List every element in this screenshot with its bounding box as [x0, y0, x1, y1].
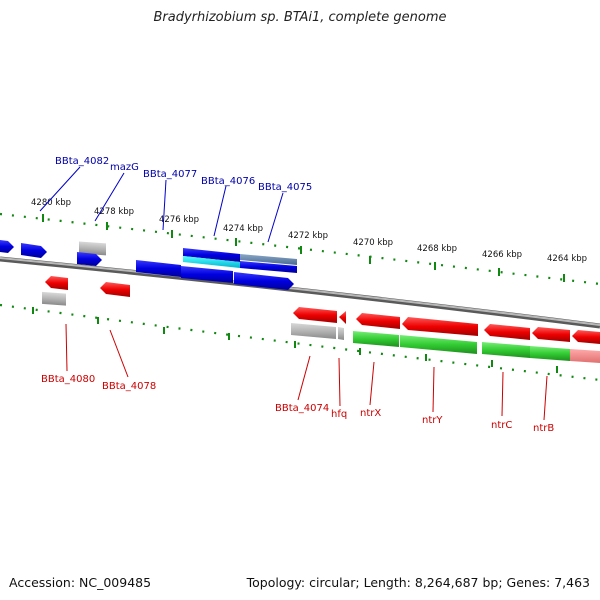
gene-label-BBta_4082[interactable]: BBta_4082 — [55, 156, 109, 167]
kbp-label-4278: 4278 kbp — [94, 207, 134, 217]
minor-ticks-inner — [32, 307, 558, 373]
gene-block-cyan[interactable] — [183, 256, 240, 268]
gene-label-BBta_4076[interactable]: BBta_4076 — [201, 176, 255, 187]
rna-gene-grey[interactable] — [79, 241, 106, 256]
gene-arrow-red[interactable] — [293, 307, 337, 323]
kbp-label-4274: 4274 kbp — [223, 224, 263, 234]
gene-label-ntrB[interactable]: ntrB — [533, 423, 554, 434]
gene-block-blue[interactable] — [240, 261, 297, 273]
bottom-leader-lines — [65, 323, 548, 421]
operon-block-pink[interactable] — [570, 349, 600, 363]
gene-arrow-red-ntrX[interactable] — [356, 313, 400, 329]
gene-label-BBta_4077[interactable]: BBta_4077 — [143, 169, 197, 180]
gene-arrow-red[interactable] — [100, 282, 130, 297]
gene-arrow-red-ntrY[interactable] — [402, 317, 478, 336]
outer-tick-track — [0, 212, 600, 286]
operon-block-green[interactable] — [353, 331, 399, 347]
gene-arrow-red[interactable] — [339, 311, 346, 324]
kbp-label-4272: 4272 kbp — [288, 231, 328, 241]
major-ticks — [42, 214, 565, 282]
gene-label-BBta_4078[interactable]: BBta_4078 — [102, 381, 156, 392]
kbp-label-4266: 4266 kbp — [482, 250, 522, 260]
operon-block-green[interactable] — [530, 346, 570, 361]
gene-arrow-blue[interactable] — [21, 243, 47, 258]
gene-arrow-red[interactable] — [45, 276, 68, 290]
gene-arrow-blue[interactable] — [181, 266, 233, 283]
gene-arrow-blue[interactable] — [0, 240, 14, 253]
kbp-label-4276: 4276 kbp — [159, 215, 199, 225]
gene-label-ntrC[interactable]: ntrC — [491, 420, 512, 431]
top-leader-lines — [39, 166, 284, 243]
gene-arrow-red-ntrB[interactable] — [532, 327, 570, 342]
genome-backbone — [0, 256, 600, 329]
gene-arrow-blue[interactable] — [136, 260, 181, 277]
rna-gene-grey[interactable] — [291, 323, 336, 339]
gene-arrow-blue[interactable] — [234, 272, 294, 290]
plus-strand-genes — [0, 240, 297, 290]
gene-arrow-blue[interactable] — [77, 252, 102, 266]
gene-block-steel[interactable] — [240, 254, 297, 265]
gene-arrow-red-ntrC[interactable] — [484, 324, 530, 340]
kbp-label-4270: 4270 kbp — [353, 238, 393, 248]
gene-label-hfq[interactable]: hfq — [331, 409, 347, 420]
gene-label-BBta_4080[interactable]: BBta_4080 — [41, 374, 95, 385]
kbp-label-4264: 4264 kbp — [547, 254, 587, 264]
gene-block-blue[interactable] — [183, 248, 240, 262]
gene-label-ntrX[interactable]: ntrX — [360, 408, 381, 419]
gene-arrow-red[interactable] — [572, 330, 600, 344]
minus-strand-genes — [42, 276, 600, 363]
kbp-label-4280: 4280 kbp — [31, 198, 71, 208]
gene-label-BBta_4075[interactable]: BBta_4075 — [258, 182, 312, 193]
inner-tick-track — [0, 303, 600, 382]
gene-label-BBta_4074[interactable]: BBta_4074 — [275, 403, 329, 414]
operon-block-green[interactable] — [400, 335, 477, 354]
gene-label-ntrY[interactable]: ntrY — [422, 415, 443, 426]
genome-summary-text: Topology: circular; Length: 8,264,687 bp… — [246, 575, 590, 590]
kbp-label-4268: 4268 kbp — [417, 244, 457, 254]
rna-gene-grey[interactable] — [42, 291, 66, 306]
gene-label-mazG[interactable]: mazG — [110, 162, 139, 173]
operon-block-green[interactable] — [482, 342, 530, 358]
rna-gene-grey[interactable] — [338, 327, 344, 340]
accession-text: Accession: NC_009485 — [9, 575, 152, 590]
map-title: Bradyrhizobium sp. BTAi1, complete genom… — [153, 10, 447, 25]
